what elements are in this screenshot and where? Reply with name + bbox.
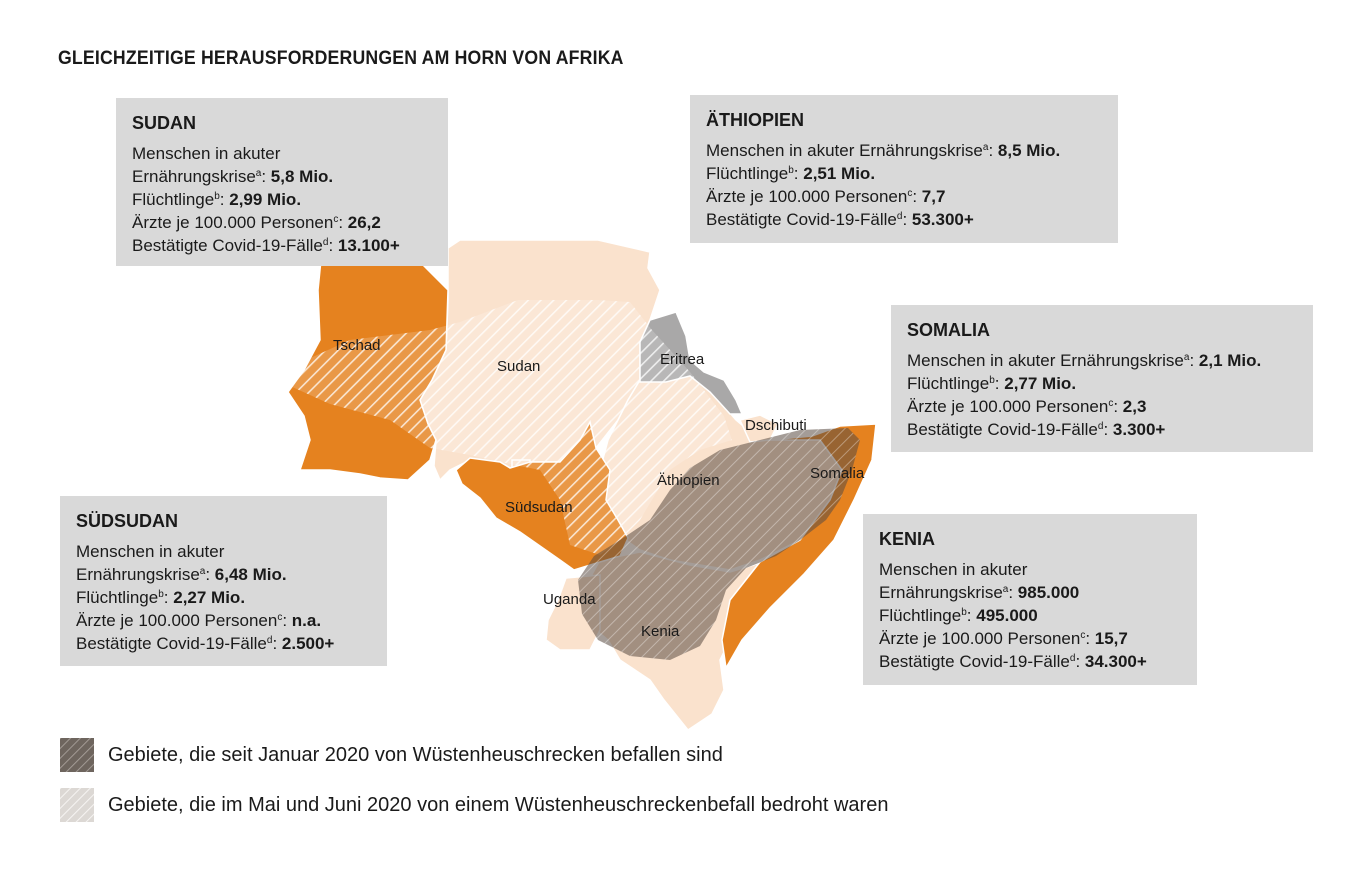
info-box-heading: SOMALIA [907,320,990,340]
map-labels: Tschad Sudan Eritrea Dschibuti Somalia Ä… [333,337,865,640]
info-line-refugees: Flüchtlingeb: 495.000 [879,606,1038,625]
info-line-covid: Bestätigte Covid-19-Fälled: 2.500+ [76,634,335,653]
info-box-aethiopien: ÄTHIOPIEN Menschen in akuter Ernährungsk… [690,95,1118,243]
map-label-aethiopien: Äthiopien [657,472,720,489]
map-label-eritrea: Eritrea [660,351,705,368]
legend-item-threatened: Gebiete, die im Mai und Juni 2020 von ei… [60,788,888,822]
info-box-heading: SÜDSUDAN [76,511,179,531]
info-line-food-crisis-a: Menschen in akuter [879,560,1028,579]
legend-swatch-threatened [60,788,94,822]
info-box-somalia: SOMALIA Menschen in akuter Ernährungskri… [891,305,1313,452]
info-line-doctors: Ärzte je 100.000 Personenc: 26,2 [132,213,381,232]
info-line-covid: Bestätigte Covid-19-Fälled: 13.100+ [132,236,400,255]
info-line-doctors: Ärzte je 100.000 Personenc: n.a. [76,611,322,630]
info-line-refugees: Flüchtlingeb: 2,77 Mio. [907,374,1077,393]
legend-label-infested: Gebiete, die seit Januar 2020 von Wüsten… [108,743,723,766]
info-line-refugees: Flüchtlingeb: 2,99 Mio. [132,190,302,209]
legend-label-threatened: Gebiete, die im Mai und Juni 2020 von ei… [108,793,889,816]
info-line-doctors: Ärzte je 100.000 Personenc: 2,3 [907,397,1147,416]
map-label-dschibuti: Dschibuti [745,417,807,434]
legend-item-infested: Gebiete, die seit Januar 2020 von Wüsten… [60,738,723,772]
info-line-food-crisis: Menschen in akuter Ernährungskrisea: 2,1… [907,351,1262,370]
page-title: GLEICHZEITIGE HERAUSFORDERUNGEN AM HORN … [58,48,624,69]
area-threatened-overlay [290,300,732,555]
info-box-sudan: SUDAN Menschen in akuter Ernährungskrise… [116,98,448,266]
info-box-suedsudan: SÜDSUDAN Menschen in akuter Ernährungskr… [60,496,387,666]
info-line-refugees: Flüchtlingeb: 2,27 Mio. [76,588,246,607]
info-line-doctors: Ärzte je 100.000 Personenc: 7,7 [706,187,946,206]
legend-swatch-infested [60,738,94,772]
info-line-covid: Bestätigte Covid-19-Fälled: 53.300+ [706,210,974,229]
info-line-food-crisis: Ernährungskrisea: 985.000 [879,583,1080,602]
map-label-suedsudan: Südsudan [505,499,573,516]
info-line-food-crisis: Ernährungskrisea: 6,48 Mio. [76,565,287,584]
info-box-kenia: KENIA Menschen in akuter Ernährungskrise… [863,514,1197,685]
info-line-food-crisis-a: Menschen in akuter [76,542,225,561]
info-line-food-crisis: Ernährungskrisea: 5,8 Mio. [132,167,334,186]
map-label-somalia: Somalia [810,465,865,482]
map-label-sudan: Sudan [497,358,540,375]
info-box-heading: ÄTHIOPIEN [706,110,805,130]
country-dschibuti [738,414,780,443]
area-infested-hatch [578,428,860,660]
info-line-covid: Bestätigte Covid-19-Fälled: 34.300+ [879,652,1147,671]
map-label-uganda: Uganda [543,591,596,608]
info-box-heading: SUDAN [132,113,197,133]
info-line-food-crisis: Menschen in akuter Ernährungskrisea: 8,5… [706,141,1061,160]
info-box-heading: KENIA [879,529,936,549]
map-label-kenia: Kenia [641,623,680,640]
map-label-tschad: Tschad [333,337,381,354]
info-line-doctors: Ärzte je 100.000 Personenc: 15,7 [879,629,1128,648]
info-line-covid: Bestätigte Covid-19-Fälled: 3.300+ [907,420,1166,439]
area-threatened-hatch [290,300,732,555]
info-line-food-crisis-a: Menschen in akuter [132,144,281,163]
info-line-refugees: Flüchtlingeb: 2,51 Mio. [706,164,876,183]
